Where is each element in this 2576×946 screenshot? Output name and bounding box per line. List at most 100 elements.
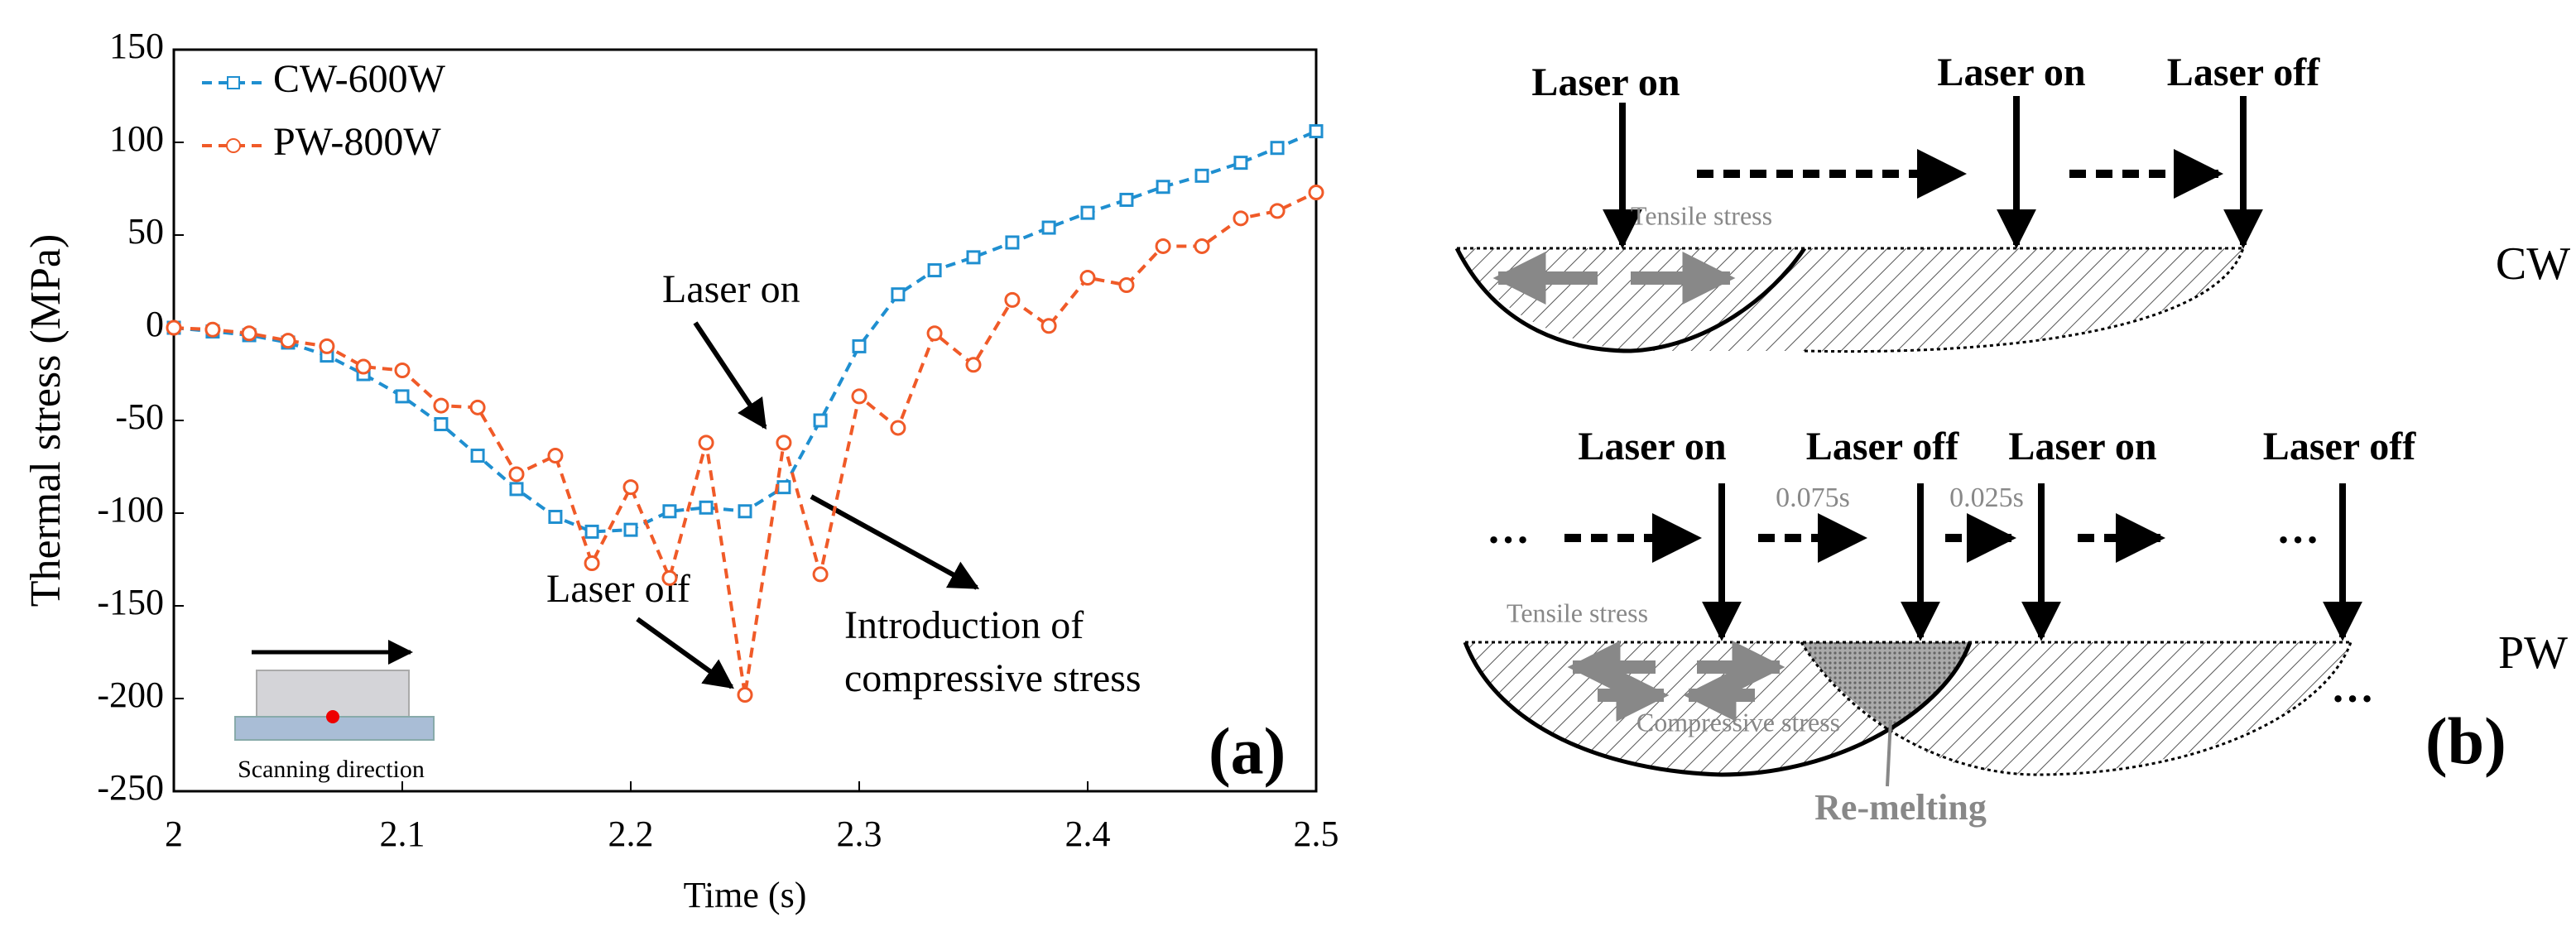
label: Laser on — [2008, 425, 2156, 468]
legend-marker — [227, 76, 240, 89]
melt-pool — [1800, 641, 2353, 776]
melt-pool — [1463, 641, 1973, 777]
marker — [1270, 141, 1285, 156]
legend-marker — [226, 138, 241, 153]
track — [1804, 247, 2245, 353]
marker — [469, 399, 486, 415]
series-line — [173, 129, 1317, 534]
marker — [508, 466, 525, 483]
x-axis-label: Time (s) — [684, 875, 807, 915]
chart-a: Time (s) Thermal stress (MPa) Laser on L… — [22, 26, 1339, 915]
marker — [1156, 180, 1170, 194]
annotation: compressive stress — [844, 656, 1141, 700]
marker — [166, 319, 182, 336]
ellipsis: … — [1487, 506, 1530, 553]
label: Laser off — [2167, 50, 2320, 94]
marker — [966, 250, 981, 265]
marker — [509, 482, 524, 497]
marker — [891, 287, 906, 302]
marker — [1155, 238, 1171, 254]
inset-point — [326, 710, 339, 723]
label: Laser off — [2263, 425, 2416, 468]
marker — [1269, 203, 1286, 219]
marker — [1118, 276, 1135, 293]
marker — [776, 435, 792, 451]
label: Laser on — [1578, 425, 1726, 468]
marker — [699, 500, 714, 515]
panel-label: (b) — [2425, 705, 2506, 778]
marker — [776, 480, 791, 495]
label: Compressive stress — [1636, 707, 1840, 737]
x-tick-label: 2.1 — [380, 814, 425, 854]
marker — [965, 357, 982, 373]
y-tick-label: -50 — [115, 396, 164, 437]
marker — [548, 509, 563, 524]
label: Tensile stress — [1631, 200, 1772, 230]
marker — [434, 416, 449, 431]
y-tick-label: 50 — [127, 211, 164, 252]
marker — [470, 449, 485, 463]
x-tick-label: 2.3 — [837, 814, 882, 854]
legend-label: PW-800W — [273, 120, 441, 164]
panel-label: (a) — [1209, 715, 1286, 788]
marker — [1308, 184, 1324, 200]
marker — [1119, 192, 1134, 207]
marker — [926, 325, 943, 342]
marker — [1194, 238, 1210, 254]
marker — [623, 522, 638, 537]
label: 0.025s — [1949, 483, 2024, 513]
marker — [812, 566, 829, 583]
y-tick-label: 150 — [109, 26, 164, 66]
marker — [584, 524, 599, 539]
marker — [394, 363, 411, 379]
marker — [1005, 235, 1020, 250]
y-tick-label: 100 — [109, 118, 164, 159]
marker — [1080, 205, 1095, 220]
arrow — [693, 321, 767, 430]
label: Laser off — [1806, 425, 1959, 468]
arrow — [810, 494, 980, 590]
marker — [851, 388, 867, 405]
y-tick-label: -250 — [97, 767, 164, 808]
inset-label: Scanning direction — [238, 756, 425, 783]
marker — [852, 339, 867, 353]
marker — [1041, 220, 1056, 235]
marker — [395, 389, 410, 404]
ellipsis: … — [2276, 506, 2319, 553]
marker — [584, 555, 600, 571]
marker — [662, 504, 677, 519]
annotation: Introduction of — [844, 603, 1084, 647]
melt-pool — [1454, 247, 1807, 353]
marker — [1233, 210, 1249, 227]
marker — [280, 333, 296, 349]
remelt-zone — [1801, 642, 1970, 728]
y-tick-label: -200 — [97, 675, 164, 715]
marker — [661, 569, 678, 586]
diagram-b: Laser on Laser on Laser off Tensile stre… — [1454, 50, 2570, 828]
marker — [547, 448, 564, 464]
marker — [738, 504, 752, 519]
x-tick-label: 2.4 — [1065, 814, 1111, 854]
label: PW — [2498, 627, 2568, 679]
marker — [204, 321, 221, 338]
arrow — [636, 617, 734, 689]
legend-label: CW-600W — [273, 57, 446, 101]
marker — [737, 687, 753, 703]
marker — [355, 358, 372, 375]
marker — [1040, 318, 1057, 334]
marker — [698, 435, 714, 451]
label: Re-melting — [1814, 787, 1987, 828]
y-axis-label: Thermal stress (MPa) — [22, 234, 70, 607]
marker — [1079, 270, 1096, 286]
annotation: Laser on — [662, 267, 800, 311]
x-tick-label: 2.5 — [1294, 814, 1339, 854]
marker — [1194, 168, 1209, 183]
y-tick-label: -100 — [97, 489, 164, 530]
marker — [622, 479, 639, 496]
inset-block — [256, 670, 410, 718]
marker — [1309, 124, 1324, 139]
label: 0.075s — [1776, 483, 1850, 513]
leader — [1886, 719, 1892, 787]
label: CW — [2496, 238, 2570, 290]
